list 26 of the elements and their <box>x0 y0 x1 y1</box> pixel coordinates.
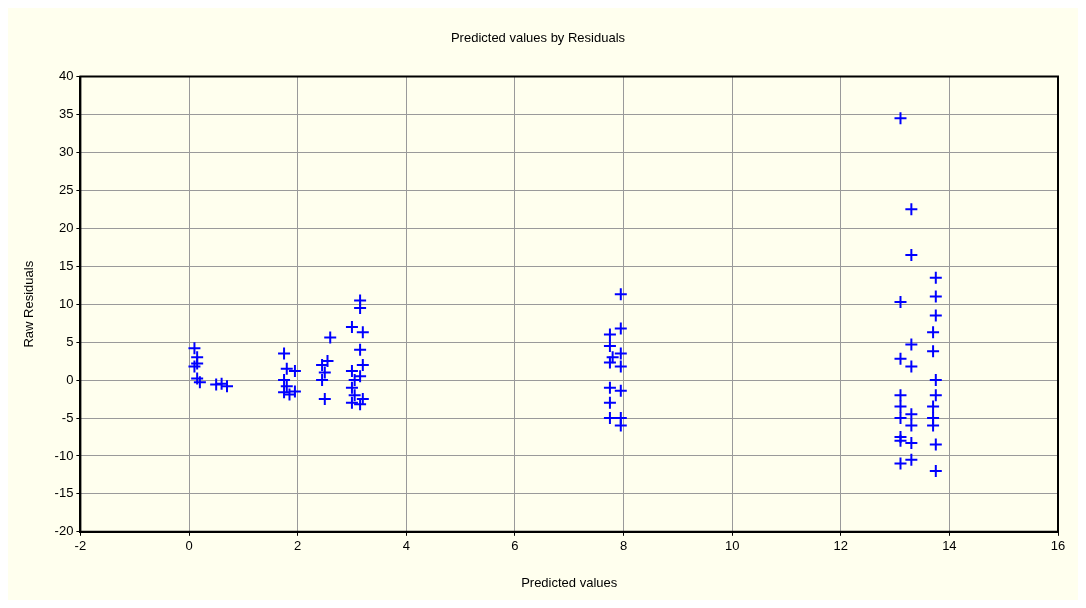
x-tick-label: 0 <box>185 538 193 554</box>
chart-title: Predicted values by Residuals <box>450 30 626 46</box>
y-tick-label: -20 <box>54 523 74 539</box>
y-tick-label: 5 <box>66 333 74 349</box>
x-axis-title: Predicted values <box>521 574 618 590</box>
x-tick-label: 14 <box>942 538 957 554</box>
y-axis-title: Raw Residuals <box>21 260 37 348</box>
y-tick-label: 15 <box>58 257 74 273</box>
y-tick-label: 10 <box>58 295 74 311</box>
x-tick-label: 10 <box>724 538 740 554</box>
y-tick-label: -10 <box>54 447 74 463</box>
x-tick-label: 4 <box>402 538 410 554</box>
y-tick-label: -15 <box>54 485 74 501</box>
x-tick-label: 16 <box>1050 538 1066 554</box>
x-tick-label: 6 <box>511 538 519 554</box>
y-tick-label: 40 <box>58 68 74 84</box>
y-tick-label: 30 <box>58 144 74 160</box>
x-tick-label: 12 <box>833 538 848 554</box>
y-tick-label: -5 <box>61 409 74 425</box>
y-tick-label: 20 <box>58 219 74 235</box>
x-tick-label: 2 <box>294 538 302 554</box>
x-tick-label: 8 <box>619 538 628 554</box>
y-tick-label: 0 <box>66 371 74 387</box>
y-tick-label: 35 <box>58 106 74 122</box>
x-tick-label: -2 <box>74 538 87 554</box>
y-tick-label: 25 <box>58 181 74 197</box>
